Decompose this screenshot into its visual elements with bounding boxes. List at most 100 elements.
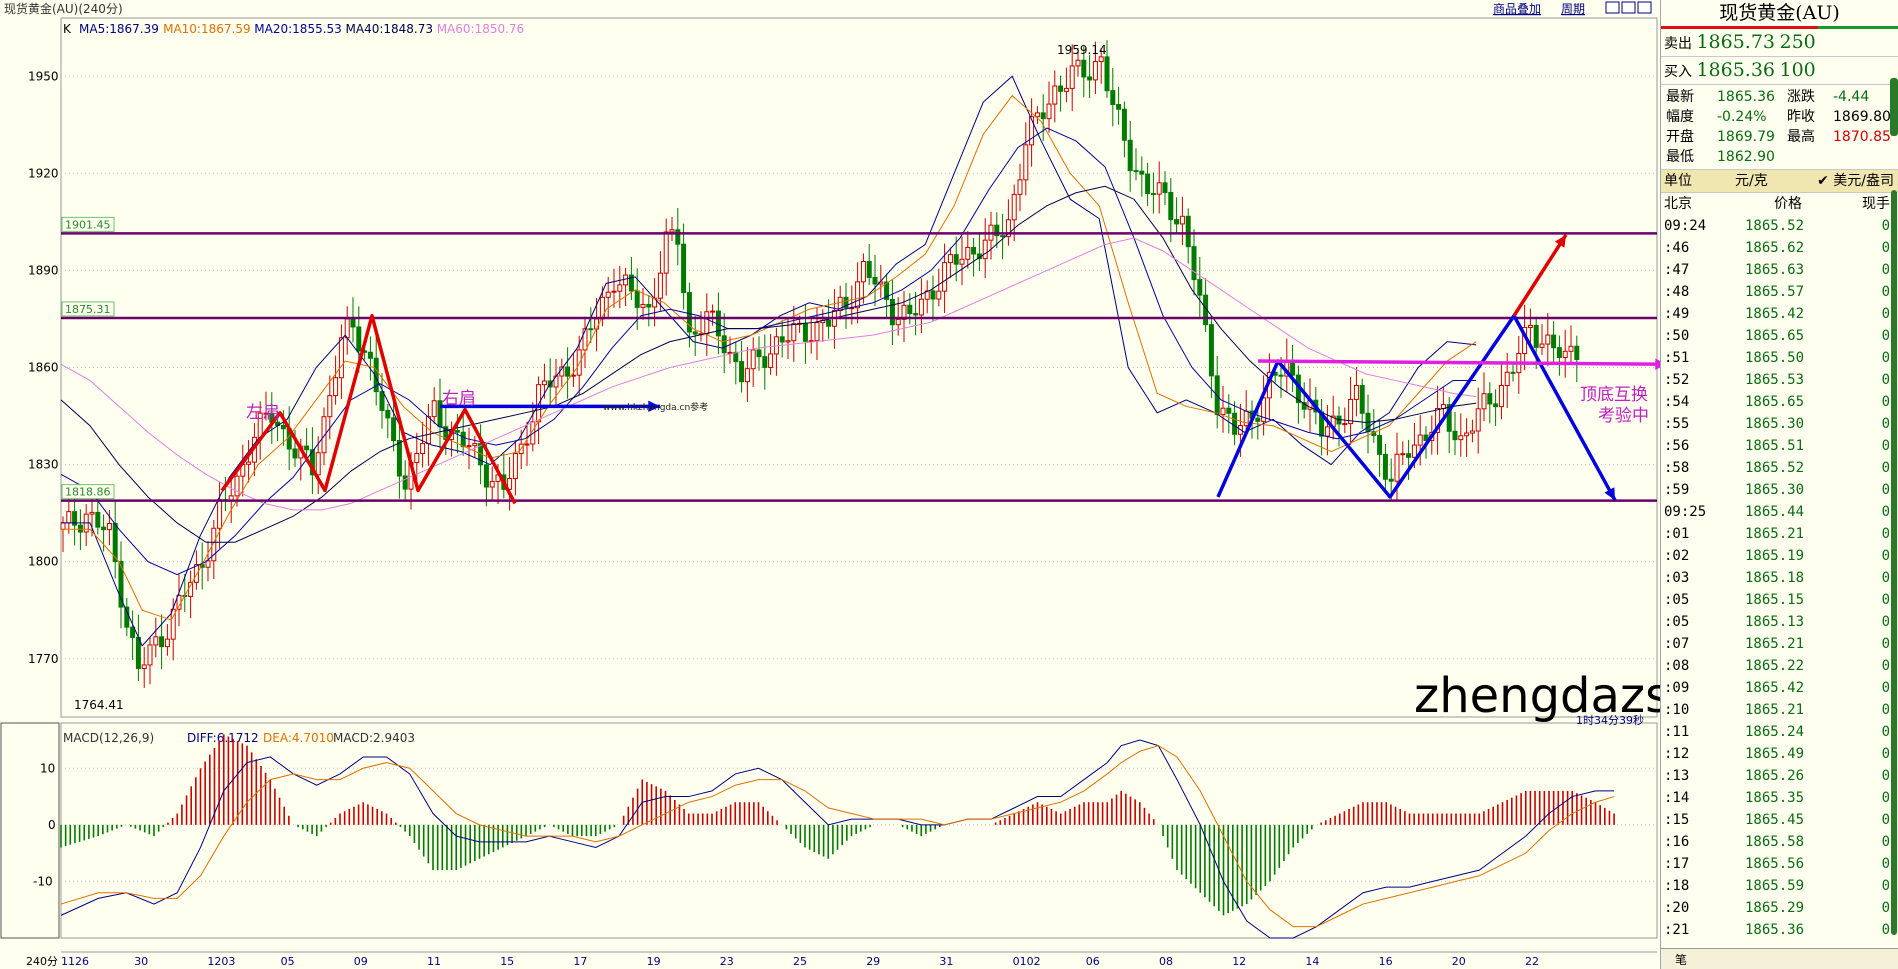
tick-price: 1865.35: [1745, 790, 1805, 806]
tick-price: 1865.49: [1745, 746, 1805, 762]
panel-footer: 笔: [1661, 948, 1898, 969]
candle-body: [1034, 112, 1040, 118]
quote-stat-label: 最新: [1666, 89, 1694, 105]
tick-time: :56: [1664, 438, 1690, 454]
macd-line-diff: [60, 739, 1615, 939]
chart-area[interactable]: 1770 1800 1830 1860 1890 1920 1950 -10 0 10 现货黄金(A…: [0, 0, 1660, 969]
candle-body: [1551, 334, 1557, 349]
candle-body: [333, 377, 339, 397]
y-tick-label: 1860: [28, 361, 59, 375]
unit-value[interactable]: 元/克: [1735, 173, 1768, 189]
candle-body: [1359, 384, 1365, 414]
quote-stat-value: -0.24%: [1717, 109, 1767, 125]
tick-price: 1865.21: [1745, 526, 1805, 542]
candle-body: [924, 290, 930, 300]
candle-body: [1162, 182, 1168, 193]
window-close-icon[interactable]: [1637, 1, 1652, 14]
window-maximize-icon[interactable]: [1621, 1, 1636, 14]
candle-body: [1527, 324, 1533, 328]
tick-volume: 0: [1881, 636, 1890, 652]
candle-body: [657, 272, 663, 299]
tick-price: 1865.52: [1745, 218, 1805, 234]
candle-body: [1411, 444, 1417, 458]
left-shoulder-label: 左肩: [246, 403, 280, 423]
candle-body: [756, 349, 762, 358]
candle-body: [205, 560, 211, 568]
candle-body: [304, 445, 310, 451]
scrollbar-track[interactable]: [1891, 190, 1897, 935]
candle-body: [118, 561, 124, 608]
x-tick-label: 14: [1305, 955, 1319, 968]
tick-price: 1865.44: [1745, 504, 1805, 520]
candle-body: [1121, 108, 1127, 141]
candle-body: [1278, 374, 1284, 377]
quote-stat-value: 1869.80: [1833, 109, 1891, 125]
candle-body: [292, 448, 298, 459]
candle-body: [762, 356, 768, 368]
col-time: 北京: [1664, 196, 1692, 212]
tick-time: :14: [1664, 790, 1690, 806]
candle-body: [617, 284, 623, 292]
tick-volume: 0: [1881, 438, 1890, 454]
candle-body: [130, 626, 136, 638]
kline-chart[interactable]: 1770180018301860189019201950-10010现货黄金(A…: [0, 0, 1660, 969]
x-tick-label: 1203: [207, 955, 235, 968]
candle-body: [843, 296, 849, 309]
x-tick-label: 25: [793, 955, 807, 968]
up-target-arrow: [1512, 233, 1568, 317]
window-restore-icon[interactable]: [1605, 1, 1620, 14]
candle-body: [1539, 343, 1545, 348]
tick-volume: 0: [1881, 240, 1890, 256]
x-tick-label: 12: [1232, 955, 1246, 968]
candle-body: [101, 526, 107, 531]
tick-price: 1865.21: [1745, 702, 1805, 718]
quote-stat-label: 涨跌: [1787, 89, 1815, 105]
swap-label-2: 考验中: [1598, 406, 1649, 426]
candle-body: [1382, 453, 1388, 480]
candle-body: [1255, 417, 1261, 422]
candle-body: [431, 400, 437, 418]
macd-tick-label: -10: [33, 874, 53, 888]
legend-ma: MA5:1867.39: [79, 22, 159, 36]
candle-body: [1139, 170, 1145, 175]
candle-body: [402, 475, 408, 490]
tick-list[interactable]: 09:24 1865.52 0:46 1865.62 0:47 1865.63 0:48 18…: [1661, 215, 1898, 941]
candle-body: [263, 412, 269, 415]
footer-tab[interactable]: 笔: [1675, 953, 1688, 967]
y-tick-label: 1830: [28, 458, 59, 472]
tick-row: :08 1865.22 0: [1661, 655, 1898, 677]
x-tick-label: 16: [1379, 955, 1393, 968]
tick-price: 1865.65: [1745, 394, 1805, 410]
x-tick-label: 08: [1159, 955, 1173, 968]
candle-body: [565, 366, 571, 377]
candle-body: [141, 664, 147, 670]
overlay-link[interactable]: 商品叠加: [1493, 1, 1541, 16]
candle-body: [727, 351, 733, 354]
candle-body: [953, 254, 959, 265]
candle-body: [623, 274, 629, 286]
candle-body: [750, 349, 756, 370]
candle-body: [605, 291, 611, 298]
scrollbar-upper[interactable]: [1890, 78, 1898, 136]
candle-body: [1510, 371, 1516, 374]
ma-line-ma5: [61, 75, 1477, 647]
x-tick-label: 15: [500, 955, 514, 968]
candle-body: [1556, 347, 1562, 358]
period-link[interactable]: 周期: [1561, 2, 1585, 16]
tick-price: 1865.26: [1745, 768, 1805, 784]
unit-alt-option[interactable]: ✔ 美元/盎司: [1817, 173, 1894, 189]
candle-body: [1029, 116, 1035, 146]
candle-body: [599, 296, 605, 320]
candle-body: [744, 368, 750, 383]
tick-row: 09:24 1865.52 0: [1661, 215, 1898, 237]
candle-body: [1000, 235, 1006, 238]
tick-volume: 0: [1881, 790, 1890, 806]
candle-body: [89, 511, 95, 515]
double-bottom-pattern: [1216, 314, 1516, 499]
tick-volume: 0: [1881, 218, 1890, 234]
candle-body: [1290, 360, 1296, 376]
tick-price: 1865.24: [1745, 724, 1805, 740]
candle-body: [77, 524, 83, 533]
tick-time: :58: [1664, 460, 1690, 476]
candle-body: [1446, 404, 1452, 432]
